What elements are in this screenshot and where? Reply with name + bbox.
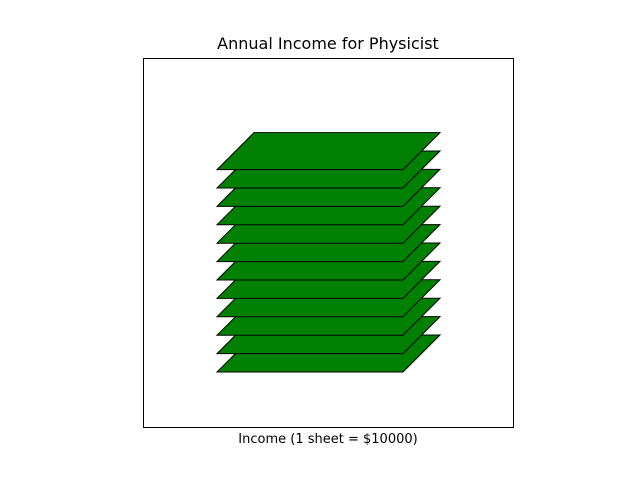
money-sheet-stack (215, 132, 442, 373)
chart-title: Annual Income for Physicist (217, 34, 439, 53)
money-sheet (215, 132, 442, 171)
x-axis-label: Income (1 sheet = $10000) (238, 432, 417, 447)
